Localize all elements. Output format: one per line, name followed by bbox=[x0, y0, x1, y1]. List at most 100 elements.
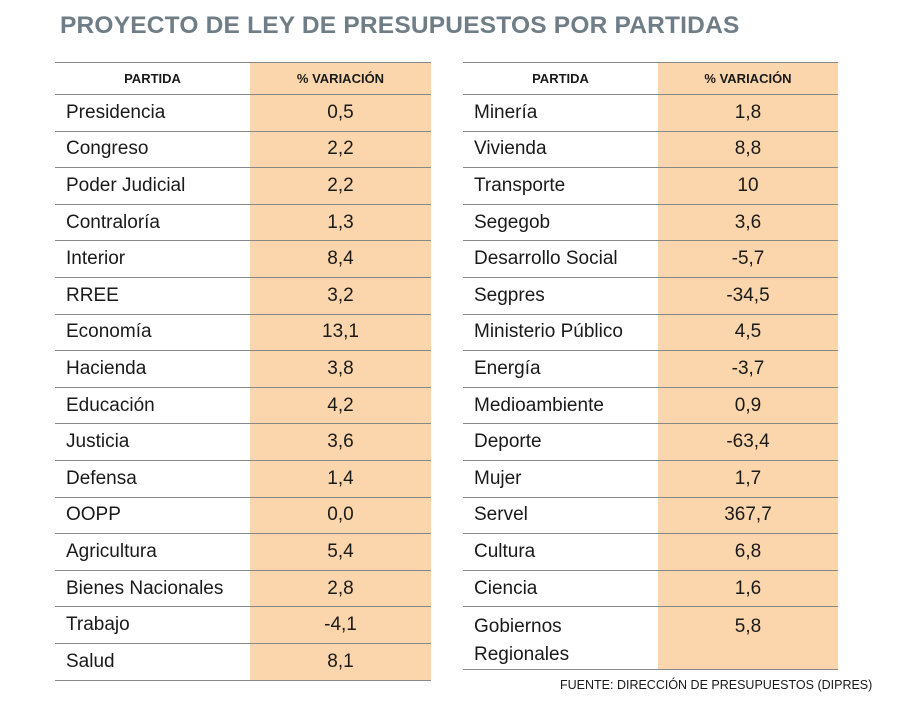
table-row: Medioambiente 0,9 bbox=[463, 387, 838, 425]
variacion-cell: 8,4 bbox=[250, 240, 431, 278]
variacion-cell: 2,8 bbox=[250, 570, 431, 608]
table-row: Energía -3,7 bbox=[463, 350, 838, 388]
partida-cell: Educación bbox=[55, 387, 250, 425]
partida-cell: Medioambiente bbox=[463, 387, 658, 425]
table-row: Gobiernos Regionales 5,8 bbox=[463, 606, 838, 671]
table-row: Salud 8,1 bbox=[55, 643, 431, 681]
partida-cell: Desarrollo Social bbox=[463, 240, 658, 278]
partida-cell: Agricultura bbox=[55, 533, 250, 571]
budget-table-right: PARTIDA % VARIACIÓN Minería 1,8 Vivienda 8,… bbox=[463, 62, 838, 671]
table-row: RREE 3,2 bbox=[55, 277, 431, 315]
header-variacion: % VARIACIÓN bbox=[658, 62, 838, 95]
variacion-cell: 8,1 bbox=[250, 643, 431, 681]
table-row: Congreso 2,2 bbox=[55, 131, 431, 169]
variacion-cell: 2,2 bbox=[250, 131, 431, 169]
variacion-cell: 0,5 bbox=[250, 94, 431, 132]
table-row: Poder Judicial 2,2 bbox=[55, 167, 431, 205]
partida-cell: Contraloría bbox=[55, 204, 250, 242]
table-header-row: PARTIDA % VARIACIÓN bbox=[463, 62, 838, 95]
table-row: Cultura 6,8 bbox=[463, 533, 838, 571]
table-header-row: PARTIDA % VARIACIÓN bbox=[55, 62, 431, 95]
variacion-cell: 1,8 bbox=[658, 94, 838, 132]
partida-cell: Ciencia bbox=[463, 570, 658, 608]
variacion-cell: 1,3 bbox=[250, 204, 431, 242]
table-row: Interior 8,4 bbox=[55, 240, 431, 278]
table-row: Segegob 3,6 bbox=[463, 204, 838, 242]
partida-cell: Mujer bbox=[463, 460, 658, 498]
partida-cell: Minería bbox=[463, 94, 658, 132]
partida-cell: RREE bbox=[55, 277, 250, 315]
table-row: Servel 367,7 bbox=[463, 497, 838, 535]
partida-cell: Ministerio Público bbox=[463, 314, 658, 352]
variacion-cell: 13,1 bbox=[250, 314, 431, 352]
variacion-cell: -3,7 bbox=[658, 350, 838, 388]
variacion-cell: 0,9 bbox=[658, 387, 838, 425]
partida-cell: Bienes Nacionales bbox=[55, 570, 250, 608]
variacion-cell: 10 bbox=[658, 167, 838, 205]
table-row: Justicia 3,6 bbox=[55, 423, 431, 461]
variacion-cell: 8,8 bbox=[658, 131, 838, 169]
table-row: Agricultura 5,4 bbox=[55, 533, 431, 571]
variacion-cell: 4,2 bbox=[250, 387, 431, 425]
partida-cell: Defensa bbox=[55, 460, 250, 498]
partida-cell: Economía bbox=[55, 314, 250, 352]
table-row: Educación 4,2 bbox=[55, 387, 431, 425]
variacion-cell: 2,2 bbox=[250, 167, 431, 205]
partida-cell: Transporte bbox=[463, 167, 658, 205]
table-row: OOPP 0,0 bbox=[55, 497, 431, 535]
partida-cell: Servel bbox=[463, 497, 658, 535]
partida-cell: Segegob bbox=[463, 204, 658, 242]
variacion-cell: 1,7 bbox=[658, 460, 838, 498]
partida-cell: Energía bbox=[463, 350, 658, 388]
partida-cell: Interior bbox=[55, 240, 250, 278]
variacion-cell: 3,6 bbox=[250, 423, 431, 461]
table-row: Mujer 1,7 bbox=[463, 460, 838, 498]
table-row: Ciencia 1,6 bbox=[463, 570, 838, 608]
variacion-cell: 367,7 bbox=[658, 497, 838, 535]
header-partida: PARTIDA bbox=[55, 62, 250, 95]
variacion-cell: -4,1 bbox=[250, 606, 431, 644]
budget-table-left: PARTIDA % VARIACIÓN Presidencia 0,5 Congre… bbox=[55, 62, 431, 681]
table-row: Deporte -63,4 bbox=[463, 423, 838, 461]
table-row: Trabajo -4,1 bbox=[55, 606, 431, 644]
partida-cell: Poder Judicial bbox=[55, 167, 250, 205]
variacion-cell: 0,0 bbox=[250, 497, 431, 535]
partida-cell: Vivienda bbox=[463, 131, 658, 169]
partida-cell: Salud bbox=[55, 643, 250, 681]
partida-cell: Deporte bbox=[463, 423, 658, 461]
table-row: Presidencia 0,5 bbox=[55, 94, 431, 132]
table-row: Defensa 1,4 bbox=[55, 460, 431, 498]
source-note: FUENTE: DIRECCIÓN DE PRESUPUESTOS (DIPRE… bbox=[560, 678, 873, 692]
partida-cell: OOPP bbox=[55, 497, 250, 535]
table-body-right: Minería 1,8 Vivienda 8,8 Transporte 10 Segegob… bbox=[463, 94, 838, 671]
partida-cell: Justicia bbox=[55, 423, 250, 461]
variacion-cell: 1,4 bbox=[250, 460, 431, 498]
variacion-cell: 6,8 bbox=[658, 533, 838, 571]
table-row: Hacienda 3,8 bbox=[55, 350, 431, 388]
variacion-cell: 4,5 bbox=[658, 314, 838, 352]
variacion-cell: 5,8 bbox=[658, 606, 838, 671]
page-title: PROYECTO DE LEY DE PRESUPUESTOS POR PART… bbox=[60, 12, 740, 39]
variacion-cell: 3,6 bbox=[658, 204, 838, 242]
table-row: Segpres -34,5 bbox=[463, 277, 838, 315]
table-row: Vivienda 8,8 bbox=[463, 131, 838, 169]
table-row: Transporte 10 bbox=[463, 167, 838, 205]
variacion-cell: 5,4 bbox=[250, 533, 431, 571]
table-row: Desarrollo Social -5,7 bbox=[463, 240, 838, 278]
table-row: Ministerio Público 4,5 bbox=[463, 314, 838, 352]
variacion-cell: 1,6 bbox=[658, 570, 838, 608]
partida-cell: Presidencia bbox=[55, 94, 250, 132]
variacion-cell: 3,8 bbox=[250, 350, 431, 388]
table-row: Economía 13,1 bbox=[55, 314, 431, 352]
header-partida: PARTIDA bbox=[463, 62, 658, 95]
partida-cell: Hacienda bbox=[55, 350, 250, 388]
variacion-cell: -5,7 bbox=[658, 240, 838, 278]
partida-cell: Gobiernos Regionales bbox=[463, 606, 658, 671]
partida-cell: Cultura bbox=[463, 533, 658, 571]
table-body-left: Presidencia 0,5 Congreso 2,2 Poder Judicial 2… bbox=[55, 94, 431, 681]
table-row: Minería 1,8 bbox=[463, 94, 838, 132]
variacion-cell: -63,4 bbox=[658, 423, 838, 461]
table-row: Contraloría 1,3 bbox=[55, 204, 431, 242]
variacion-cell: -34,5 bbox=[658, 277, 838, 315]
partida-cell: Congreso bbox=[55, 131, 250, 169]
